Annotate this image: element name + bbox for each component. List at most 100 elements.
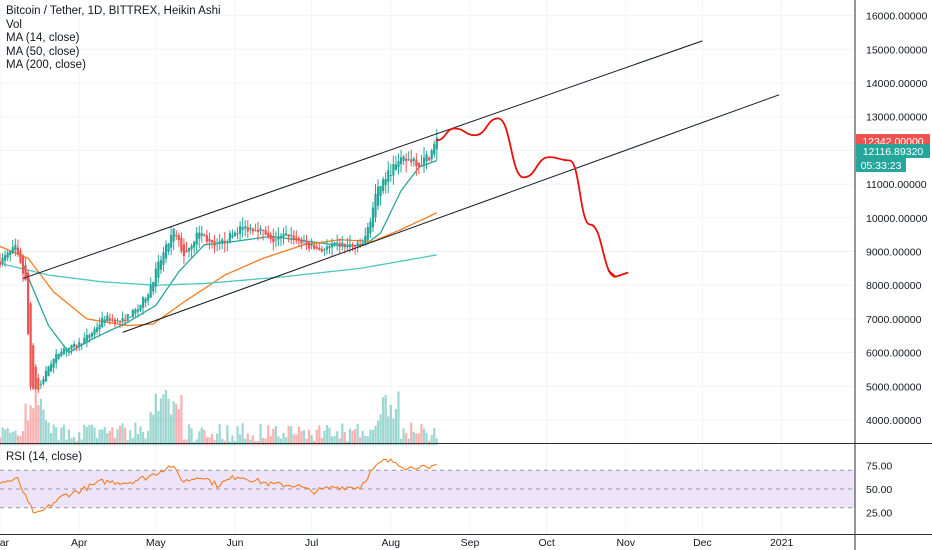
y-tick-label: 13000.00000: [866, 112, 927, 124]
volume-bar: [95, 438, 99, 446]
volume-bar: [175, 403, 178, 446]
candle-body: [325, 246, 329, 250]
candle-body: [376, 186, 380, 206]
volume-bar: [144, 438, 147, 446]
candle-body: [90, 332, 94, 337]
volume-bar: [226, 424, 229, 446]
candle-body: [226, 241, 229, 243]
symbol-title[interactable]: Bitcoin / Tether, 1D, BITTREX, Heikin As…: [6, 5, 221, 17]
candle-body: [366, 226, 369, 240]
candle-body: [320, 248, 323, 252]
candle-body: [177, 235, 180, 241]
candle-body: [85, 334, 88, 342]
candle-body: [193, 241, 196, 248]
volume-bar: [239, 434, 242, 446]
candle-body: [336, 242, 339, 244]
volume-bar: [83, 424, 86, 446]
volume-bar: [412, 432, 415, 446]
volume-bar: [187, 424, 191, 446]
volume-bar: [159, 398, 163, 446]
candle-body: [52, 358, 55, 368]
countdown-tag: 05:33:23: [861, 160, 902, 172]
candle-body: [382, 179, 385, 192]
candle-body: [384, 179, 387, 186]
candle-body: [113, 319, 117, 324]
candle-body: [131, 309, 134, 318]
candle-body: [203, 234, 206, 237]
candle-body: [14, 244, 17, 251]
volume-bar: [318, 425, 321, 446]
candle-body: [106, 315, 109, 321]
x-tick-label: Mar: [0, 537, 10, 549]
indicator-ma200[interactable]: MA (200, close): [6, 59, 86, 71]
candle-body: [338, 243, 341, 247]
y-tick-label: 8000.00000: [866, 280, 922, 292]
volume-bar: [261, 437, 265, 446]
rsi-legend[interactable]: RSI (14, close): [6, 451, 83, 463]
candle-body: [172, 228, 175, 242]
candle-body: [259, 228, 262, 232]
volume-bar: [259, 424, 262, 446]
candle-body: [417, 162, 421, 167]
candle-body: [208, 238, 211, 242]
chart-legend: Bitcoin / Tether, 1D, BITTREX, Heikin As…: [6, 5, 221, 73]
volume-bar: [213, 439, 216, 446]
candle-body: [49, 364, 53, 372]
volume-bar: [141, 432, 145, 446]
candle-body: [392, 164, 395, 176]
volume-bar: [52, 424, 55, 446]
volume-bar: [302, 430, 306, 446]
volume-bar: [139, 426, 142, 446]
candle-body: [290, 235, 293, 237]
volume-bar: [108, 430, 111, 446]
candle-body: [139, 305, 142, 311]
volume-bar: [44, 419, 48, 446]
volume-bar: [389, 404, 392, 446]
candle-body: [402, 156, 405, 161]
indicator-ma14[interactable]: MA (14, close): [6, 32, 80, 44]
candle-body: [412, 158, 415, 161]
volume-bar: [162, 394, 165, 446]
volume-bar: [60, 427, 63, 446]
x-tick-label: 2021: [770, 537, 794, 549]
candle-body: [118, 320, 122, 323]
candle-body: [11, 247, 14, 254]
candle-body: [330, 243, 334, 248]
candle-body: [26, 272, 30, 335]
indicator-ma50[interactable]: MA (50, close): [6, 45, 80, 58]
candlestick-series: [0, 129, 438, 393]
volume-bar: [402, 428, 405, 446]
candle-body: [351, 244, 354, 246]
candle-body: [323, 249, 326, 251]
candle-body: [233, 232, 237, 237]
volume-bar: [323, 430, 326, 446]
volume-bar: [205, 437, 209, 446]
candle-body: [218, 241, 221, 244]
volume-bar: [9, 432, 12, 446]
candle-body: [134, 309, 137, 314]
candle-body: [387, 170, 390, 183]
volume-bar: [282, 432, 285, 446]
volume-bar: [287, 426, 290, 446]
countdown-tag-bg: [856, 158, 906, 172]
volume-bar: [203, 429, 206, 446]
volume-bar: [34, 392, 37, 446]
volume-bar: [210, 433, 214, 446]
volume-bar: [42, 409, 45, 446]
volume-bar: [218, 424, 221, 446]
candle-body: [39, 383, 42, 385]
candle-body: [269, 234, 272, 239]
candle-body: [433, 143, 436, 155]
volume-bar: [292, 434, 295, 446]
indicator-vol[interactable]: Vol: [6, 18, 22, 31]
candle-body: [70, 344, 73, 350]
volume-bar: [420, 424, 423, 446]
candle-body: [254, 229, 257, 231]
volume-bar: [430, 434, 433, 446]
volume-bar: [149, 411, 152, 446]
y-tick-label: 10000.00000: [866, 213, 927, 225]
user-drawings[interactable]: [22, 40, 780, 333]
candle-body: [279, 235, 283, 238]
volume-bar: [26, 420, 30, 446]
